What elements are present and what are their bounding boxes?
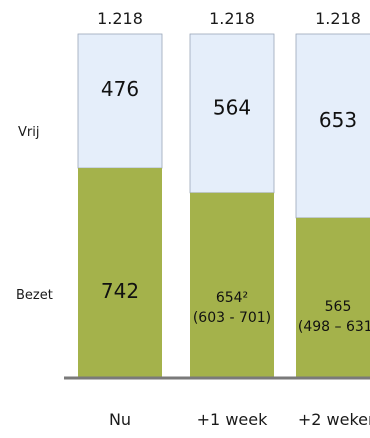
category-label-0: Nu — [109, 410, 131, 429]
bar-bezet-0 — [78, 168, 162, 377]
total-label-1: 1.218 — [209, 9, 255, 28]
bezet-range-label-2: (498 – 631) — [298, 319, 370, 335]
legend-label-bezet: Bezet — [16, 288, 53, 303]
vrij-value-label-0: 476 — [101, 77, 139, 101]
bar-vrij-1 — [189, 33, 275, 194]
bar-vrij-0 — [77, 33, 163, 169]
bezet-value-label-2: 565 — [325, 299, 352, 315]
total-label-0: 1.218 — [97, 9, 143, 28]
bar-bezet-2 — [296, 217, 370, 377]
vrij-value-label-2: 653 — [319, 108, 357, 132]
legend-label-vrij: Vrij — [18, 125, 39, 140]
bezet-value-label-0: 742 — [101, 279, 139, 303]
category-label-2: +2 weken — [298, 410, 370, 429]
bezet-range-label-1: (603 - 701) — [193, 310, 271, 326]
vrij-value-label-1: 564 — [213, 95, 251, 119]
total-label-2: 1.218 — [315, 9, 361, 28]
category-label-1: +1 week — [197, 410, 268, 429]
bar-bezet-1 — [190, 192, 274, 377]
bezet-value-label-1: 654² — [216, 290, 248, 306]
